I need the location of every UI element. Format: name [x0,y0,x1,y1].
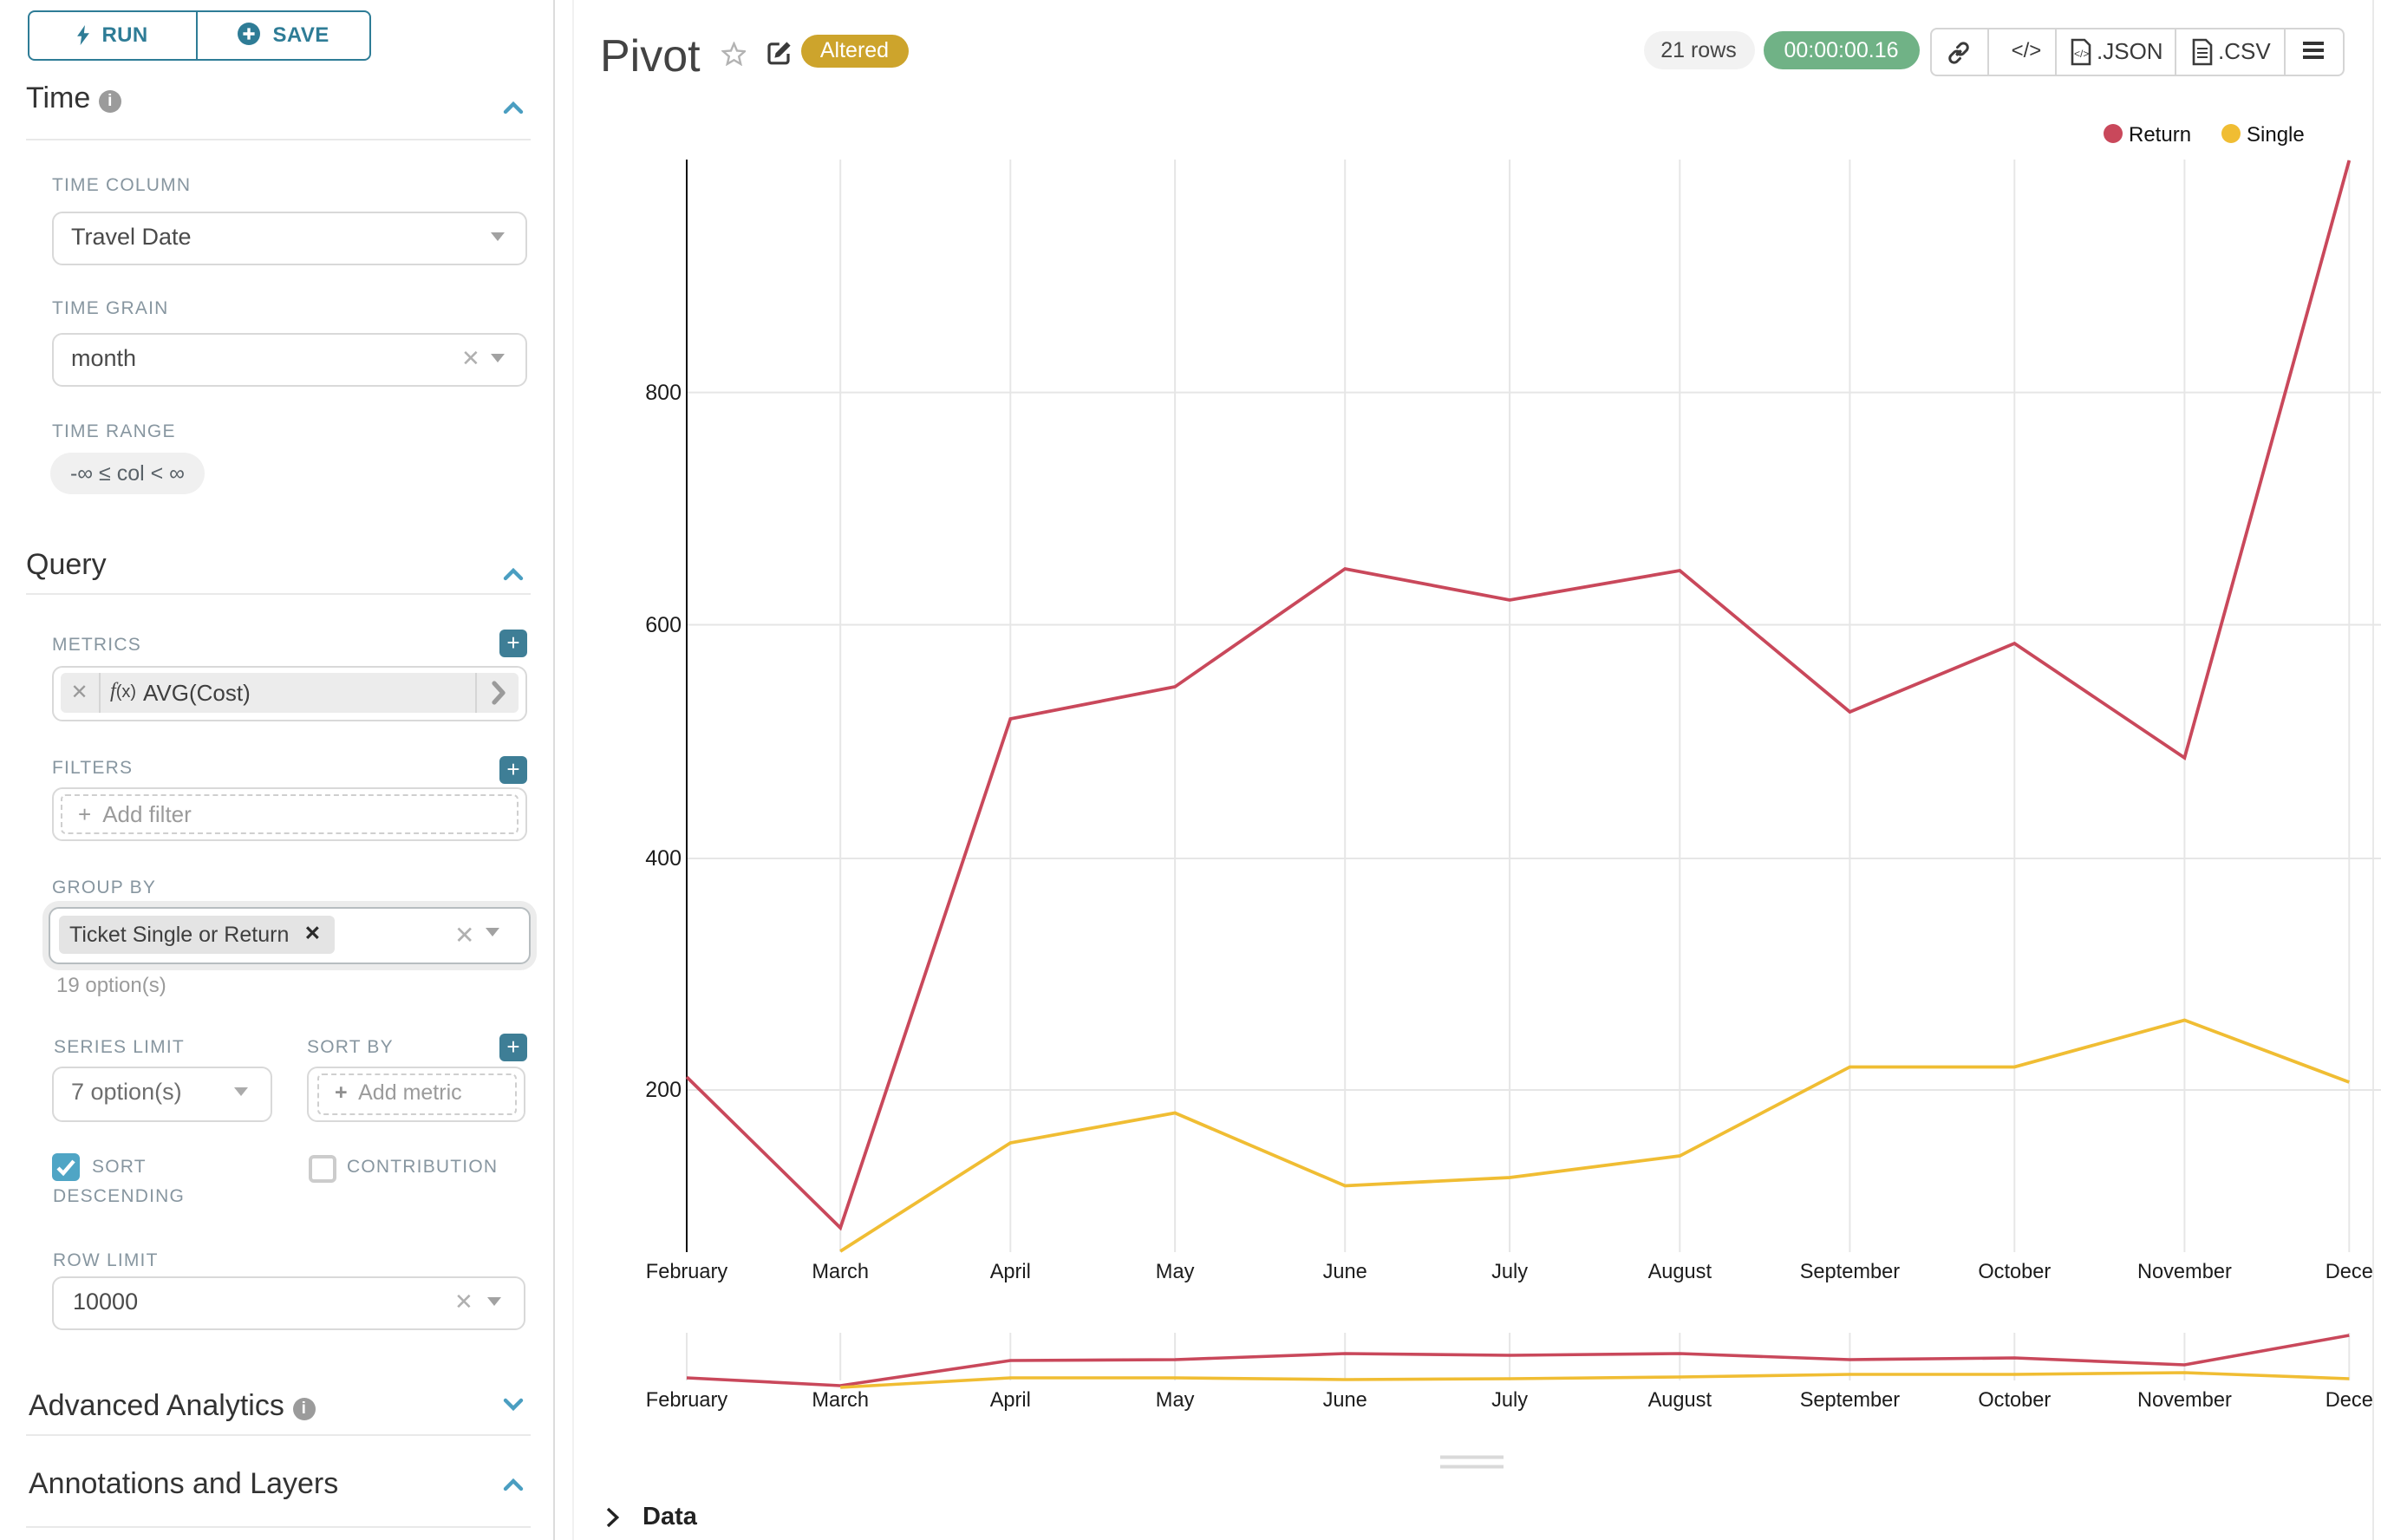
svg-text:Return: Return [2129,123,2191,147]
svg-text:August: August [1648,1261,1712,1283]
svg-text:October: October [1978,1389,2051,1412]
svg-text:November: November [2137,1389,2232,1412]
svg-text:</>: </> [2074,47,2089,59]
svg-text:Dece: Dece [2326,1261,2373,1283]
svg-text:Dece: Dece [2326,1389,2373,1412]
svg-text:May: May [1156,1261,1195,1283]
svg-text:July: July [1491,1389,1528,1412]
svg-text:July: July [1491,1261,1528,1283]
svg-text:August: August [1648,1389,1712,1412]
svg-text:April: April [990,1261,1031,1283]
svg-text:November: November [2137,1261,2232,1283]
svg-text:February: February [646,1389,728,1412]
svg-text:March: March [812,1261,869,1283]
svg-text:May: May [1156,1389,1195,1412]
svg-text:400: 400 [645,846,682,871]
svg-text:September: September [1800,1261,1901,1283]
svg-text:March: March [812,1389,869,1412]
svg-text:June: June [1323,1261,1367,1283]
svg-text:Single: Single [2247,123,2305,147]
svg-text:February: February [646,1261,728,1283]
svg-text:June: June [1323,1389,1367,1412]
svg-text:800: 800 [645,381,682,405]
svg-text:April: April [990,1389,1031,1412]
svg-text:October: October [1978,1261,2051,1283]
svg-text:September: September [1800,1389,1901,1412]
svg-text:200: 200 [645,1078,682,1102]
svg-text:600: 600 [645,613,682,637]
